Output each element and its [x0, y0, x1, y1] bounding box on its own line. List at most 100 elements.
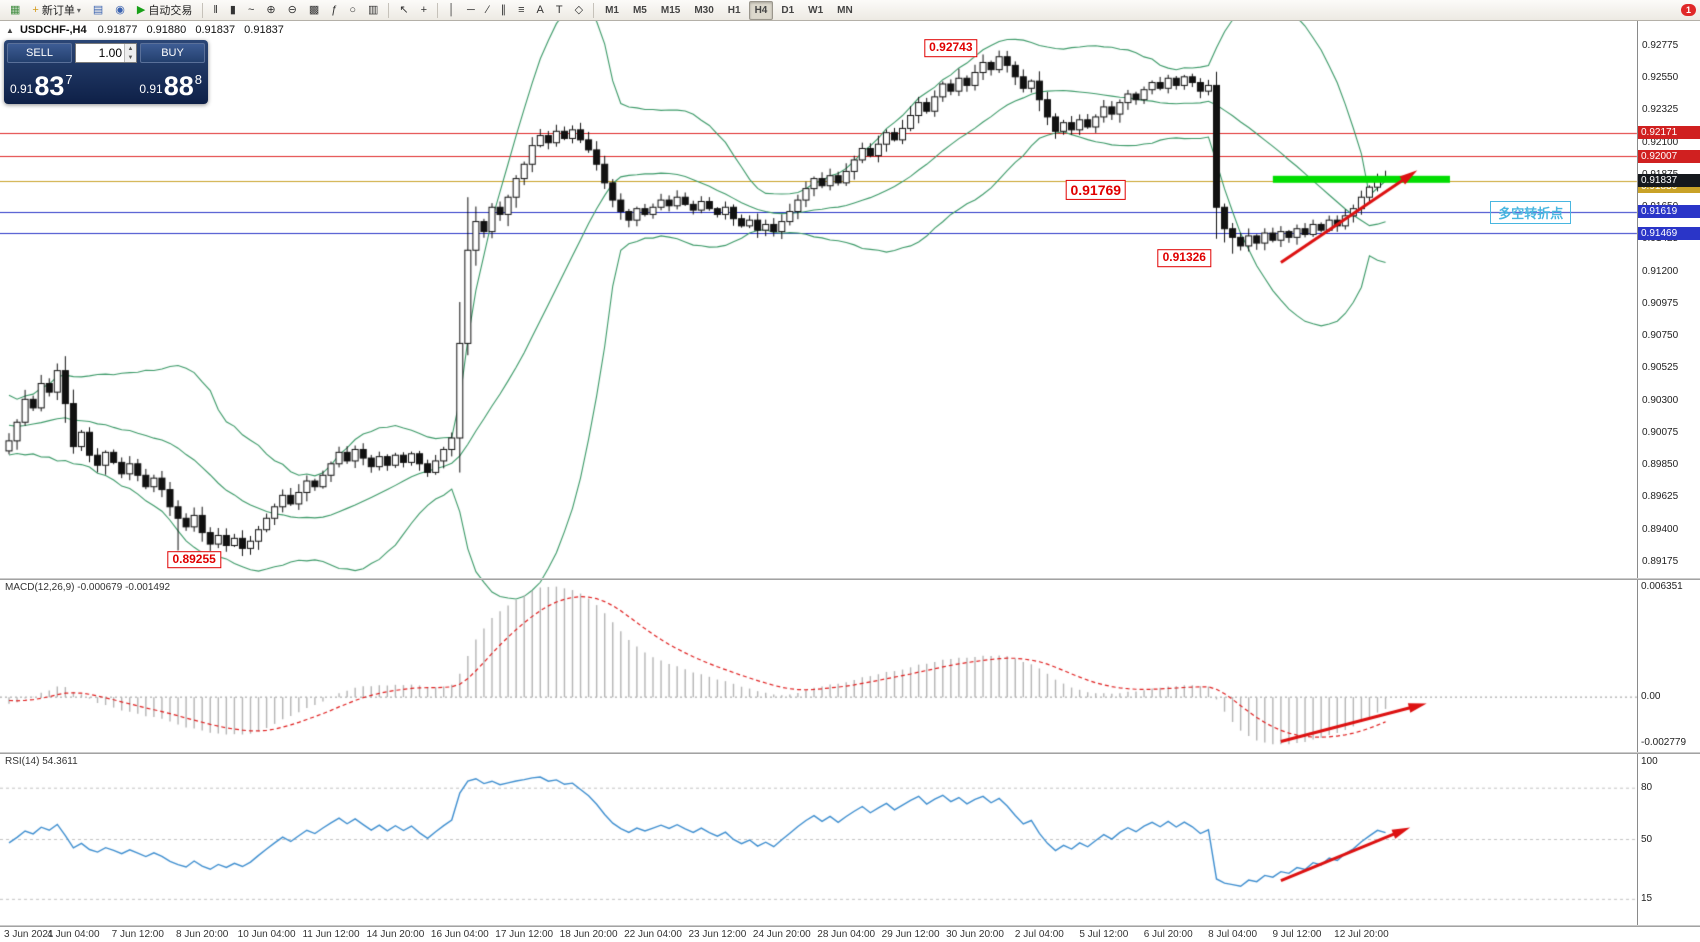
time-axis-label: 8 Jun 20:00 [176, 929, 229, 940]
new-order-button-label: 新订单 [41, 5, 75, 17]
navigator-button[interactable]: ◉ [110, 1, 130, 20]
buy-button[interactable]: BUY [140, 43, 205, 63]
axis-price-tag: 0.92171 [1638, 126, 1700, 140]
rsi-indicator-header: RSI(14) 54.3611 [5, 756, 78, 767]
quote-high: 0.91880 [146, 24, 187, 36]
timeframe-mn-button[interactable]: MN [837, 4, 853, 16]
ask-pipette: 8 [194, 72, 202, 87]
price-axis-label: 0.92325 [1642, 104, 1679, 116]
time-axis-label: 8 Jul 04:00 [1208, 929, 1258, 940]
bid-big-digits: 83 [34, 71, 65, 101]
time-axis-label: 5 Jul 12:00 [1079, 929, 1129, 940]
price-annotation[interactable]: 0.89255 [167, 551, 221, 569]
zoom-out-button[interactable]: ⊖ [283, 1, 302, 20]
volume-up-icon[interactable]: ▲ [125, 44, 136, 53]
alerts-indicator[interactable]: 1 [1680, 4, 1696, 16]
text-button[interactable]: A [532, 1, 549, 20]
label-button[interactable]: T [551, 1, 568, 20]
new-chart-button[interactable]: ▦ [5, 1, 25, 20]
add-indicator-button[interactable]: ƒ [326, 1, 342, 20]
horizontal-line-button[interactable]: ─ [462, 1, 480, 20]
pane-separator[interactable] [0, 578, 1700, 580]
axis-price-tag: 0.91619 [1638, 205, 1700, 219]
timeframe-m5-button[interactable]: M5 [632, 4, 647, 16]
timeframe-m1-button[interactable]: M1 [605, 4, 619, 16]
time-axis-label: 17 Jun 12:00 [495, 929, 554, 940]
cursor-button[interactable]: ↖ [394, 1, 413, 20]
timeframe-d1-button[interactable]: D1 [781, 4, 795, 16]
note-text-object[interactable]: 多空转折点 [1490, 201, 1572, 225]
volume-input[interactable] [76, 44, 124, 62]
time-axis-label: 12 Jul 20:00 [1334, 929, 1389, 940]
crosshair-button[interactable]: + [416, 1, 432, 20]
ask-big-digits: 88 [163, 71, 194, 101]
price-axis-label: 0.90975 [1642, 297, 1679, 309]
macd-axis-zero: 0.00 [1641, 691, 1661, 703]
autotrading-button-label: 自动交易 [148, 5, 193, 17]
pane-separator[interactable] [0, 925, 1700, 927]
label-icon: T [555, 3, 563, 16]
toolbar-separator [202, 2, 204, 18]
periods-button[interactable]: ○ [344, 1, 361, 20]
rsi-axis-label: 80 [1641, 782, 1653, 794]
candle-chart-mode-button[interactable]: ▮ [225, 1, 241, 20]
time-axis-label: 22 Jun 04:00 [624, 929, 682, 940]
line-chart-mode-button[interactable]: ~ [243, 1, 259, 20]
bar-chart-mode-icon: ‖ [213, 3, 218, 16]
crosshair-icon: + [420, 3, 428, 16]
timeframe-w1-button[interactable]: W1 [808, 4, 824, 16]
line-chart-mode-icon: ~ [247, 3, 255, 16]
bar-chart-mode-button[interactable]: ‖ [208, 1, 223, 20]
price-axis-label: 0.90075 [1642, 426, 1679, 438]
shapes-icon: ◇ [574, 3, 584, 16]
collapse-icon[interactable]: ▲ [6, 26, 14, 35]
periods-icon: ○ [349, 3, 357, 16]
autotrading-button[interactable]: ▶ 自动交易 [132, 1, 197, 20]
timeframe-h4-button[interactable]: H4 [748, 0, 774, 20]
market-watch-button[interactable]: ▤ [88, 1, 108, 20]
trendline-icon: ∕ [486, 3, 489, 16]
vertical-line-button[interactable]: │ [443, 1, 460, 20]
quote-low: 0.91837 [195, 24, 236, 36]
time-axis-label: 2 Jul 04:00 [1014, 929, 1064, 940]
zoom-in-button[interactable]: ⊕ [261, 1, 280, 20]
time-axis-label: 18 Jun 20:00 [559, 929, 618, 940]
tile-windows-button[interactable]: ▩ [304, 1, 324, 20]
price-annotation[interactable]: 0.91326 [1157, 249, 1211, 267]
axis-price-tag: 0.92007 [1638, 149, 1700, 163]
time-axis-label: 16 Jun 04:00 [430, 929, 489, 940]
time-axis-label: 3 Jun 2021 [4, 929, 54, 940]
time-axis-label: 10 Jun 04:00 [237, 929, 296, 940]
timeframe-m15-button[interactable]: M15 [660, 4, 681, 16]
fibonacci-button[interactable]: ≡ [513, 1, 529, 20]
price-axis-label: 0.89400 [1642, 523, 1679, 535]
pane-separator[interactable] [0, 752, 1700, 754]
trendline-button[interactable]: ∕ [482, 1, 494, 20]
alert-badge: 1 [1680, 4, 1696, 16]
price-annotation[interactable]: 0.91769 [1065, 180, 1127, 201]
shapes-button[interactable]: ◇ [570, 1, 588, 20]
rsi-axis-label: 50 [1641, 833, 1653, 845]
price-axis-label: 0.92100 [1642, 136, 1679, 148]
ask-price: 0.91 88 8 [106, 65, 205, 101]
sell-button[interactable]: SELL [7, 43, 72, 63]
timeframe-m30-button[interactable]: M30 [694, 4, 714, 16]
one-click-trade-panel: SELL ▲ ▼ BUY 0.91 83 7 0.91 88 8 [4, 40, 208, 104]
time-axis-label: 24 Jun 20:00 [752, 929, 811, 940]
time-axis-label: 9 Jul 12:00 [1272, 929, 1322, 940]
templates-button[interactable]: ▥ [363, 1, 383, 20]
price-axis-label: 0.90750 [1642, 330, 1679, 342]
chevron-down-icon: ▾ [76, 5, 81, 15]
volume-down-icon[interactable]: ▼ [125, 53, 136, 62]
time-axis-label: 11 Jun 12:00 [302, 929, 360, 940]
new-order-icon: + [32, 3, 39, 16]
new-order-button[interactable]: + 新订单 ▾ [27, 1, 85, 20]
horizontal-line-icon: ─ [466, 3, 475, 16]
channel-button[interactable]: ∥ [496, 1, 512, 20]
text-icon: A [536, 3, 544, 16]
price-axis-label: 0.89850 [1642, 459, 1679, 471]
price-annotation[interactable]: 0.92743 [924, 39, 978, 57]
time-axis-label: 30 Jun 20:00 [946, 929, 1004, 940]
timeframe-h1-button[interactable]: H1 [727, 4, 741, 16]
